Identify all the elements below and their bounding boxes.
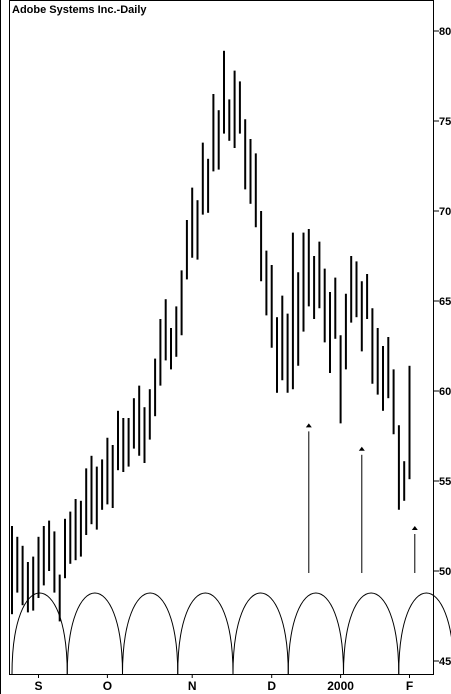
cycle-arc: [11, 592, 68, 675]
y-tick-label: 80: [439, 26, 451, 38]
y-tick-label: 75: [439, 116, 451, 128]
x-tick-label: N: [188, 679, 197, 693]
price-bars: [11, 50, 411, 622]
marker-arrow: [358, 446, 365, 451]
y-axis: 80 75 70 65 60 55 50 45: [433, 26, 451, 668]
x-axis: S O N D 2000 F: [34, 674, 413, 693]
cycle-arc: [343, 592, 400, 675]
cycle-arc: [398, 592, 451, 675]
cycle-arcs: [11, 592, 451, 675]
x-tick-label: S: [34, 679, 42, 693]
y-tick-label: 45: [439, 656, 451, 668]
x-tick-label: O: [103, 679, 112, 693]
y-tick-label: 60: [439, 386, 451, 398]
cycle-arc: [66, 592, 123, 675]
cycle-arc: [177, 592, 234, 675]
y-tick-label: 50: [439, 566, 451, 578]
x-tick-label: F: [406, 679, 413, 693]
cycle-arc: [232, 592, 289, 675]
plot-area-frame: [9, 0, 434, 675]
y-tick-label: 65: [439, 296, 451, 308]
marker-arrow: [411, 526, 418, 530]
chart-title: Adobe Systems Inc.-Daily: [12, 4, 147, 16]
cycle-arc: [287, 592, 344, 675]
y-tick-label: 55: [439, 476, 451, 488]
signal-markers: [305, 423, 418, 573]
x-tick-label: 2000: [327, 679, 354, 693]
y-tick-label: 70: [439, 206, 451, 218]
marker-arrow: [305, 423, 312, 428]
x-tick-label: D: [267, 679, 276, 693]
cycle-arc: [122, 592, 179, 675]
